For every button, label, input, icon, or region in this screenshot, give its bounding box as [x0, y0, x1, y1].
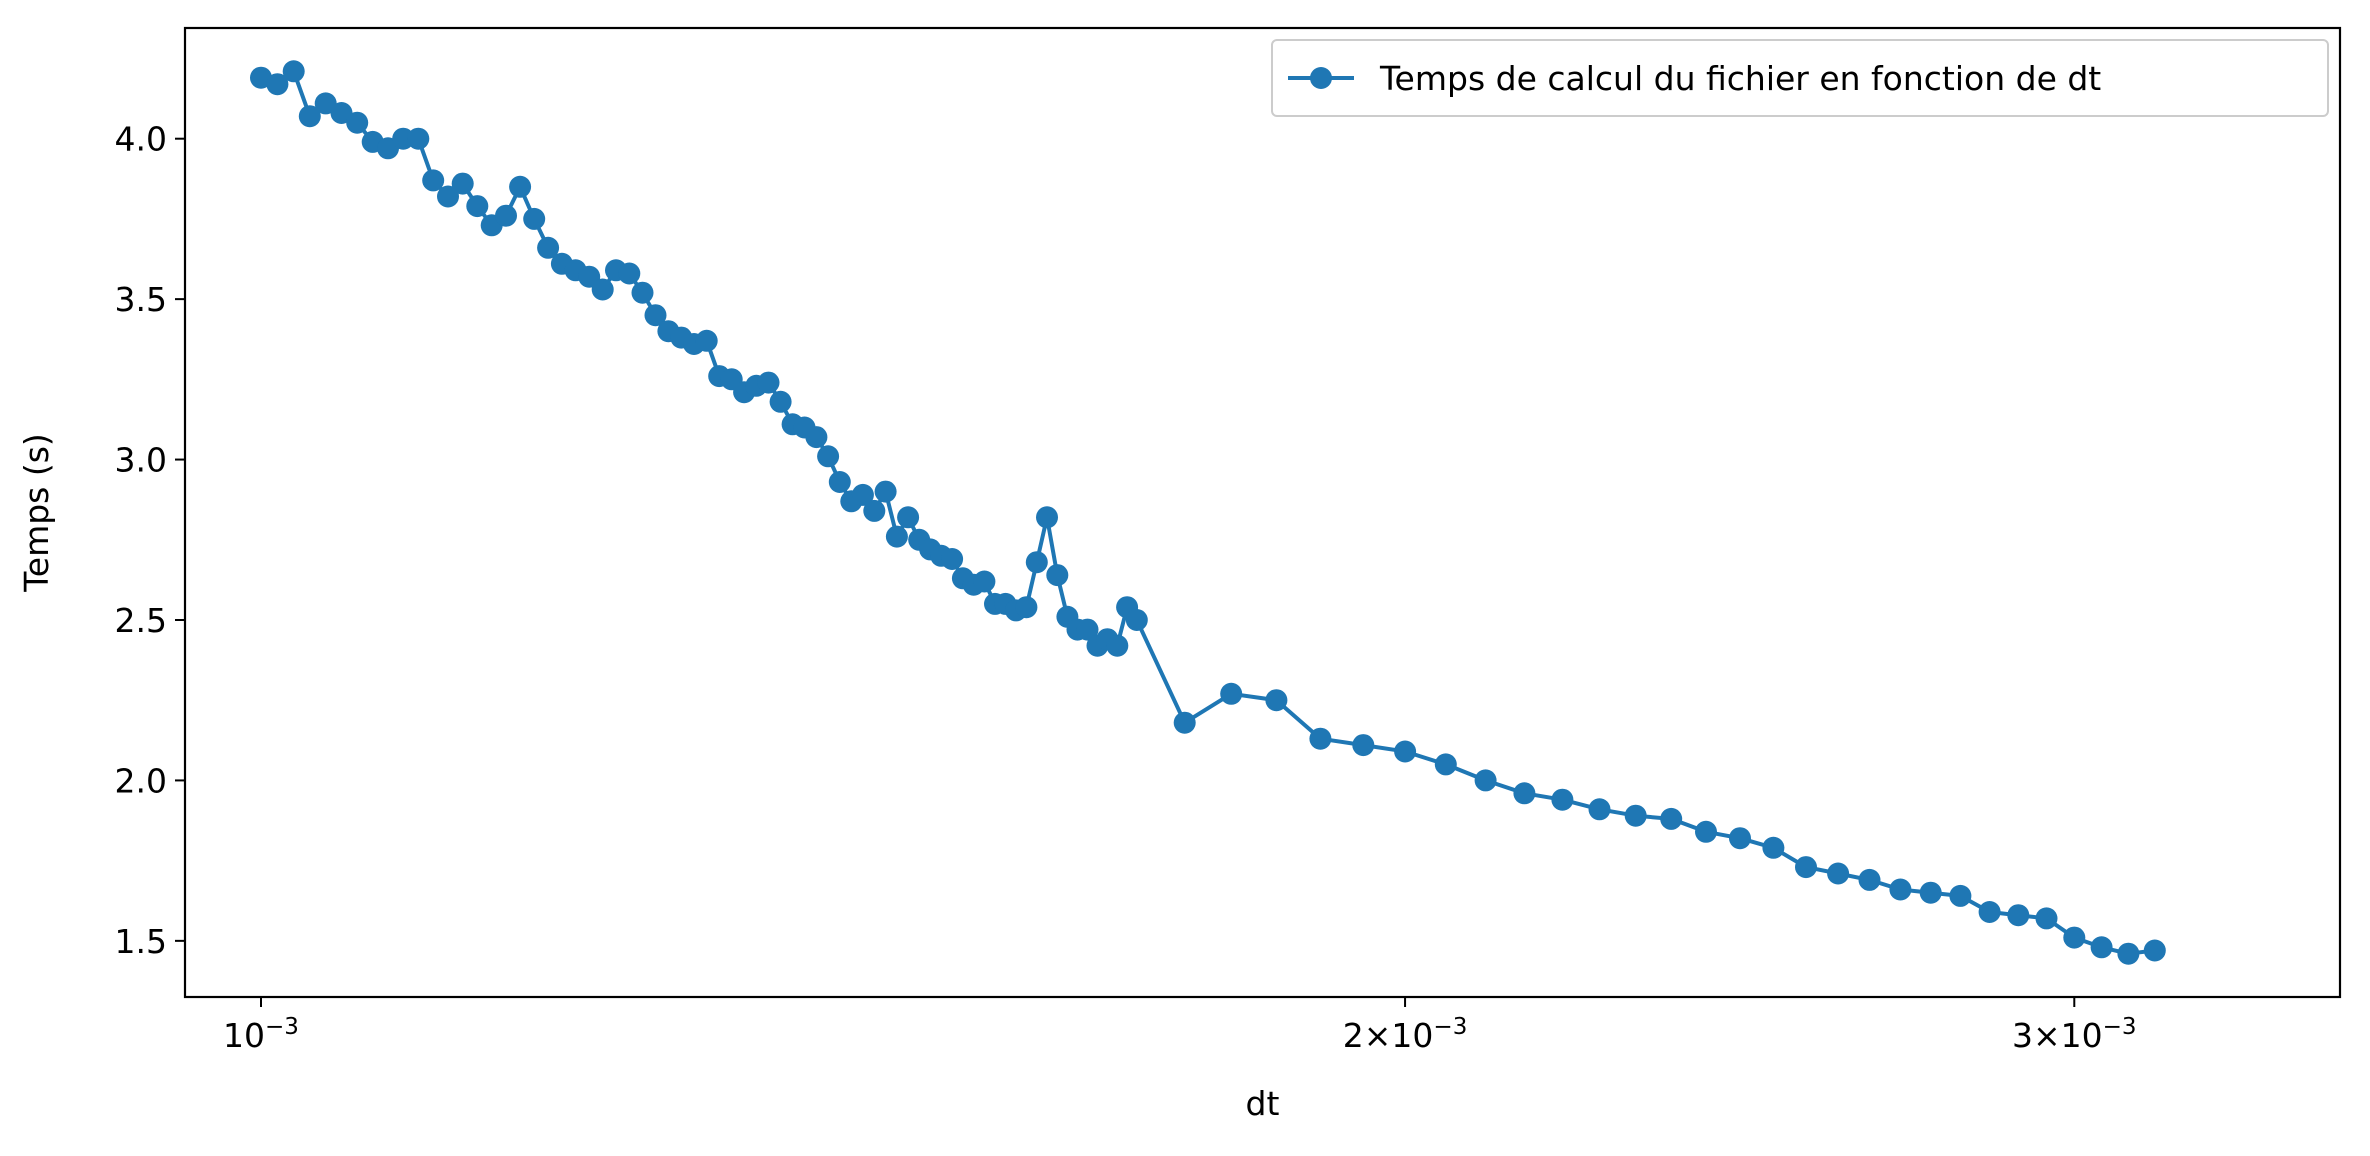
data-point: [346, 111, 369, 134]
data-point: [298, 105, 321, 128]
axis-ticks: 1.5 2.0 2.5 3.0 3.5 4.0 10−3 2×10−3 3×10−3: [115, 120, 2137, 1055]
legend-marker-swatch: [1310, 67, 1332, 89]
data-point: [314, 92, 337, 115]
data-point: [1889, 878, 1912, 901]
data-point: [1173, 711, 1196, 734]
data-point: [1474, 769, 1497, 792]
x-tick-label: 2×10−3: [1343, 1014, 1468, 1055]
data-point: [1949, 884, 1972, 907]
data-point: [422, 169, 445, 192]
data-point: [1551, 788, 1574, 811]
data-point: [885, 525, 908, 548]
data-point: [897, 506, 920, 529]
data-point: [2090, 936, 2113, 959]
x-tick-label: 3×10−3: [2012, 1014, 2137, 1055]
data-point: [1265, 689, 1288, 712]
data-point: [437, 185, 459, 208]
data-point: [1125, 609, 1148, 631]
data-point: [1762, 836, 1785, 859]
y-tick-label: 2.0: [115, 761, 167, 800]
data-point: [828, 471, 851, 493]
data-point: [451, 172, 474, 195]
data-point: [1827, 862, 1850, 885]
data-point: [941, 548, 964, 570]
data-point: [817, 445, 840, 468]
data-point: [495, 204, 517, 227]
legend-label: Temps de calcul du fichier en fonction d…: [1379, 59, 2101, 98]
data-point: [1220, 682, 1243, 705]
data-point: [466, 195, 489, 218]
data-point: [1434, 753, 1457, 776]
data-point: [1660, 807, 1683, 830]
y-tick-label: 1.5: [115, 922, 167, 961]
y-tick-label: 4.0: [115, 120, 167, 159]
data-point: [407, 127, 430, 150]
data-point: [266, 73, 289, 96]
data-point: [1309, 727, 1332, 750]
data-point: [2117, 942, 2140, 965]
series-line: [260, 69, 2156, 956]
data-point: [874, 480, 897, 503]
data-point: [1795, 856, 1817, 879]
data-point: [1025, 551, 1048, 574]
data-point: [1015, 596, 1038, 619]
data-point: [757, 371, 780, 394]
data-point: [1106, 634, 1129, 657]
data-point: [769, 390, 792, 413]
data-point: [282, 60, 305, 83]
data-point: [2143, 939, 2166, 962]
data-point: [509, 175, 532, 198]
series-layer: [250, 60, 2166, 965]
data-point: [1858, 868, 1881, 891]
data-point: [1588, 798, 1611, 821]
data-point: [805, 426, 828, 449]
data-point: [1919, 881, 1942, 904]
data-point: [591, 278, 614, 301]
y-tick-label: 3.0: [115, 441, 167, 480]
data-point: [1036, 506, 1058, 529]
data-point: [1352, 734, 1375, 757]
data-point: [1695, 820, 1717, 843]
data-point: [537, 236, 560, 259]
data-point: [1046, 564, 1069, 587]
data-point: [851, 483, 874, 506]
data-point: [2063, 926, 2086, 949]
data-point: [863, 499, 886, 522]
x-axis-label: dt: [1246, 1084, 1280, 1123]
x-tick-label: 10−3: [223, 1014, 299, 1055]
data-point: [1729, 827, 1751, 850]
y-axis-label: Temps (s): [17, 433, 56, 593]
data-point: [1624, 804, 1647, 827]
y-tick-label: 3.5: [115, 280, 167, 319]
data-point: [2035, 907, 2058, 930]
y-tick-label: 2.5: [115, 601, 167, 640]
data-point: [330, 102, 353, 124]
data-point: [618, 262, 641, 285]
data-point: [695, 329, 718, 352]
data-point: [1076, 618, 1099, 641]
data-point: [631, 281, 654, 304]
data-point: [1513, 782, 1536, 805]
plot-frame: [183, 26, 2342, 999]
data-point: [1394, 740, 1417, 763]
legend-box: [1271, 39, 2329, 117]
data-point: [1978, 901, 2001, 923]
data-point: [523, 207, 546, 230]
data-point: [392, 127, 415, 150]
data-point: [2007, 904, 2030, 927]
legend: Temps de calcul du fichier en fonction d…: [1271, 39, 2329, 117]
data-point: [973, 570, 996, 593]
data-point: [644, 304, 667, 327]
